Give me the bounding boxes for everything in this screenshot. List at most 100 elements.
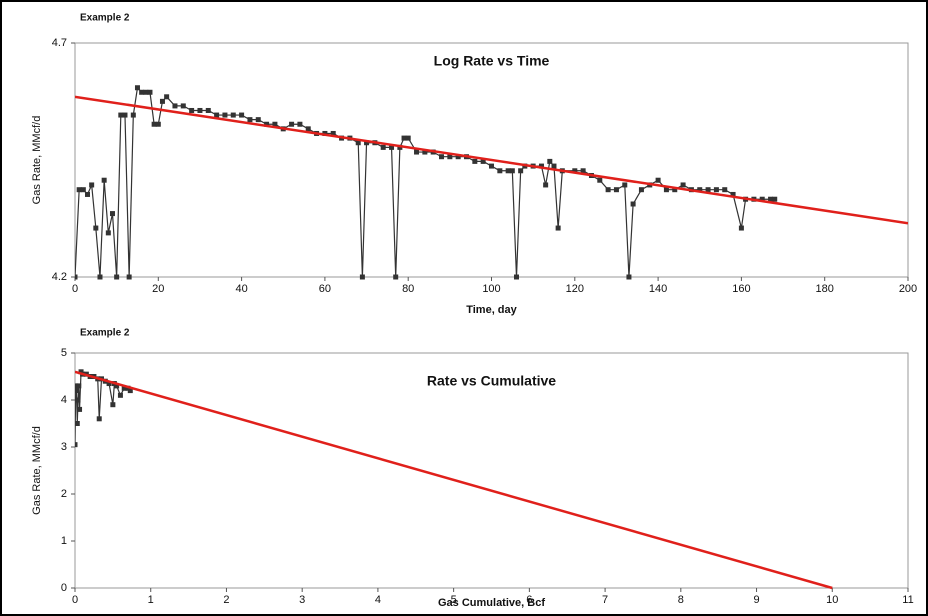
data-point (297, 121, 303, 127)
data-point (305, 126, 311, 132)
data-point (414, 149, 420, 155)
data-point (289, 121, 295, 127)
data-point (480, 158, 486, 164)
x-tick-label: 180 (816, 283, 834, 295)
data-point (222, 112, 228, 118)
trend-line (75, 95, 908, 225)
data-point (613, 187, 619, 193)
data-point (180, 103, 186, 109)
x-tick-label: 3 (299, 594, 305, 606)
data-point (513, 274, 519, 280)
data-point (121, 385, 127, 391)
data-point (730, 191, 736, 197)
data-point (139, 89, 145, 95)
data-point (164, 94, 170, 100)
plot (75, 369, 833, 590)
data-point (197, 107, 203, 113)
x-axis-label: Gas Cumulative, Bcf (438, 597, 545, 609)
x-tick-label: 6 (526, 594, 532, 606)
data-point (355, 140, 361, 146)
data-point (114, 274, 120, 280)
data-point (76, 187, 82, 193)
data-point (551, 163, 557, 169)
data-point (455, 154, 461, 160)
data-point (555, 225, 561, 231)
data-point (572, 168, 578, 174)
data-point (118, 112, 124, 118)
data-point (96, 416, 102, 422)
x-tick-label: 11 (902, 594, 913, 606)
x-tick-label: 160 (732, 283, 750, 295)
x-tick-label: 0 (72, 283, 78, 295)
data-point (759, 196, 765, 202)
data-point (89, 182, 95, 188)
data-point (489, 163, 494, 169)
data-point (547, 158, 553, 164)
data-point (705, 187, 711, 193)
data-point (738, 225, 744, 231)
y-tick-label: 1 (61, 535, 67, 547)
data-point (622, 182, 628, 188)
data-point (122, 112, 128, 118)
y-tick-label: 4.2 (52, 271, 67, 283)
chart-title: Log Rate vs Time (434, 53, 550, 69)
plot (75, 85, 908, 280)
x-tick-label: 9 (753, 594, 759, 606)
data-point (97, 274, 103, 280)
y-tick-label: 3 (61, 441, 67, 453)
data-point (247, 117, 253, 123)
data-point (543, 182, 549, 188)
data-point (76, 383, 82, 389)
data-point (172, 103, 178, 109)
data-point (364, 140, 370, 146)
data-point (663, 187, 669, 193)
x-tick-label: 8 (678, 594, 684, 606)
data-point (405, 135, 411, 141)
data-point (630, 201, 636, 207)
data-point (189, 107, 195, 113)
x-tick-label: 4 (375, 594, 381, 606)
data-point (401, 135, 407, 141)
data-point (264, 121, 270, 127)
chart-title: Rate vs Cumulative (427, 373, 556, 389)
x-tick-label: 80 (402, 283, 414, 295)
data-point (84, 191, 90, 197)
x-tick-label: 40 (235, 283, 247, 295)
data-point (772, 196, 778, 202)
data-point (75, 388, 80, 394)
data-point (713, 187, 719, 193)
data-point (127, 388, 133, 394)
data-point (330, 130, 336, 136)
data-point (393, 274, 399, 280)
trend-line (75, 370, 833, 590)
data-point (422, 149, 428, 155)
x-tick-label: 2 (223, 594, 229, 606)
data-point (117, 392, 123, 398)
data-point (230, 112, 236, 118)
data-point (655, 177, 661, 183)
x-tick-label: 200 (899, 283, 917, 295)
data-point (397, 144, 403, 150)
data-point (77, 406, 83, 412)
data-point (101, 177, 107, 183)
x-axis-label: Time, day (466, 304, 517, 316)
data-point (672, 187, 678, 193)
data-point (75, 442, 78, 448)
chart-label: Example 2 (80, 13, 130, 24)
data-point (380, 144, 386, 150)
x-tick-label: 100 (482, 283, 500, 295)
y-axis-label: Gas Rate, MMcf/d (31, 116, 43, 205)
y-tick-label: 5 (61, 347, 67, 359)
x-tick-label: 10 (826, 594, 838, 606)
data-point (626, 274, 632, 280)
data-point (93, 225, 99, 231)
x-tick-label: 5 (451, 594, 457, 606)
data-point (638, 187, 644, 193)
data-point (497, 168, 503, 174)
y-tick-label: 2 (61, 488, 67, 500)
data-point (518, 168, 524, 174)
data-point (597, 177, 603, 183)
y-tick-label: 4 (61, 394, 67, 406)
data-point (130, 112, 136, 118)
data-point (147, 89, 153, 95)
